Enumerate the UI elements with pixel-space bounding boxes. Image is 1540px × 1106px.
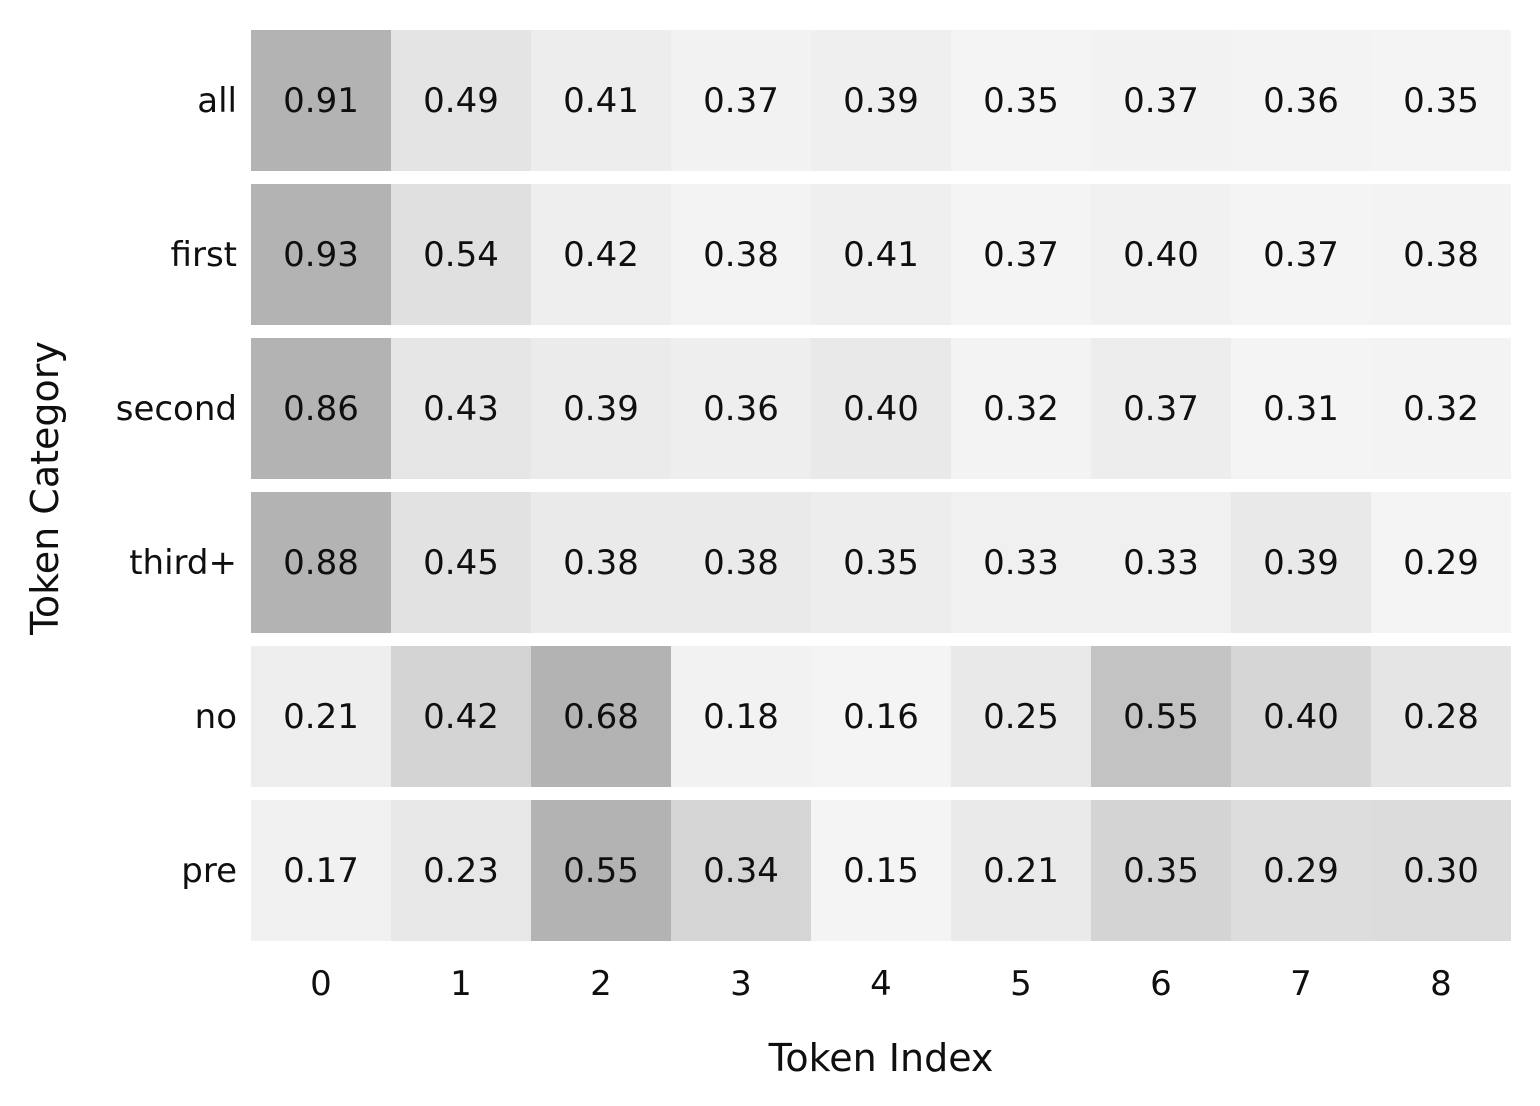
heatmap-cell: 0.21 xyxy=(951,800,1091,941)
heatmap-cell: 0.93 xyxy=(251,184,391,325)
heatmap-cell: 0.41 xyxy=(531,30,671,171)
heatmap-cell: 0.30 xyxy=(1371,800,1511,941)
heatmap-row-all: 0.91 0.49 0.41 0.37 0.39 0.35 0.37 0.36 0.35 xyxy=(251,30,1511,171)
x-tick-label-6: 6 xyxy=(1150,964,1172,1004)
heatmap-row-second: 0.86 0.43 0.39 0.36 0.40 0.32 0.37 0.31 0.32 xyxy=(251,338,1511,479)
heatmap-cell: 0.36 xyxy=(671,338,811,479)
y-tick-label-no: no xyxy=(194,696,237,737)
x-tick-label-8: 8 xyxy=(1430,964,1452,1004)
heatmap-cell: 0.39 xyxy=(1231,492,1371,633)
heatmap-cell: 0.40 xyxy=(811,338,951,479)
heatmap-row-third+: 0.88 0.45 0.38 0.38 0.35 0.33 0.33 0.39 0.29 xyxy=(251,492,1511,633)
heatmap-cell: 0.42 xyxy=(531,184,671,325)
heatmap-cell: 0.38 xyxy=(671,184,811,325)
heatmap-cell: 0.31 xyxy=(1231,338,1371,479)
x-tick-label-3: 3 xyxy=(730,964,752,1004)
x-tick-label-5: 5 xyxy=(1010,964,1032,1004)
heatmap-cell: 0.37 xyxy=(1231,184,1371,325)
heatmap-cell: 0.29 xyxy=(1231,800,1371,941)
heatmap-cell: 0.43 xyxy=(391,338,531,479)
heatmap-cell: 0.33 xyxy=(1091,492,1231,633)
heatmap-cell: 0.37 xyxy=(951,184,1091,325)
heatmap-row-first: 0.93 0.54 0.42 0.38 0.41 0.37 0.40 0.37 0.38 xyxy=(251,184,1511,325)
heatmap-cell: 0.40 xyxy=(1091,184,1231,325)
heatmap-cell: 0.86 xyxy=(251,338,391,479)
heatmap-cell: 0.36 xyxy=(1231,30,1371,171)
heatmap-cell: 0.29 xyxy=(1371,492,1511,633)
heatmap-cell: 0.32 xyxy=(951,338,1091,479)
heatmap-row-pre: 0.17 0.23 0.55 0.34 0.15 0.21 0.35 0.29 0.30 xyxy=(251,800,1511,941)
y-tick-label-pre: pre xyxy=(181,850,237,891)
y-tick-label-all: all xyxy=(197,80,237,121)
heatmap-cell: 0.55 xyxy=(1091,646,1231,787)
x-tick-label-1: 1 xyxy=(450,964,472,1004)
x-tick-label-0: 0 xyxy=(310,964,332,1004)
heatmap-cell: 0.21 xyxy=(251,646,391,787)
heatmap-cell: 0.39 xyxy=(811,30,951,171)
heatmap-cell: 0.91 xyxy=(251,30,391,171)
heatmap-cell: 0.37 xyxy=(1091,338,1231,479)
x-axis-title: Token Index xyxy=(768,1036,994,1080)
heatmap-cell: 0.42 xyxy=(391,646,531,787)
heatmap-cell: 0.39 xyxy=(531,338,671,479)
heatmap-cell: 0.49 xyxy=(391,30,531,171)
heatmap-cell: 0.16 xyxy=(811,646,951,787)
heatmap-cell: 0.38 xyxy=(1371,184,1511,325)
heatmap-cell: 0.34 xyxy=(671,800,811,941)
heatmap-cell: 0.38 xyxy=(531,492,671,633)
heatmap-cell: 0.35 xyxy=(1371,30,1511,171)
y-tick-label-first: first xyxy=(170,234,237,275)
heatmap-cell: 0.54 xyxy=(391,184,531,325)
heatmap-cell: 0.37 xyxy=(671,30,811,171)
x-tick-label-4: 4 xyxy=(870,964,892,1004)
y-tick-label-second: second xyxy=(115,388,237,429)
heatmap-cell: 0.45 xyxy=(391,492,531,633)
heatmap-cell: 0.18 xyxy=(671,646,811,787)
heatmap-cell: 0.55 xyxy=(531,800,671,941)
heatmap-cell: 0.38 xyxy=(671,492,811,633)
heatmap-cell: 0.15 xyxy=(811,800,951,941)
heatmap-cell: 0.28 xyxy=(1371,646,1511,787)
y-tick-label-third+: third+ xyxy=(129,542,237,583)
heatmap-row-no: 0.21 0.42 0.68 0.18 0.16 0.25 0.55 0.40 0.28 xyxy=(251,646,1511,787)
heatmap-cell: 0.23 xyxy=(391,800,531,941)
heatmap-cell: 0.68 xyxy=(531,646,671,787)
heatmap-cell: 0.41 xyxy=(811,184,951,325)
x-tick-label-7: 7 xyxy=(1290,964,1312,1004)
heatmap-cell: 0.25 xyxy=(951,646,1091,787)
heatmap-cell: 0.88 xyxy=(251,492,391,633)
heatmap-cell: 0.33 xyxy=(951,492,1091,633)
heatmap-cell: 0.32 xyxy=(1371,338,1511,479)
heatmap-cell: 0.17 xyxy=(251,800,391,941)
heatmap-cell: 0.37 xyxy=(1091,30,1231,171)
heatmap-cell: 0.35 xyxy=(1091,800,1231,941)
x-tick-label-2: 2 xyxy=(590,964,612,1004)
heatmap-cell: 0.35 xyxy=(811,492,951,633)
heatmap-cell: 0.40 xyxy=(1231,646,1371,787)
heatmap-cell: 0.35 xyxy=(951,30,1091,171)
